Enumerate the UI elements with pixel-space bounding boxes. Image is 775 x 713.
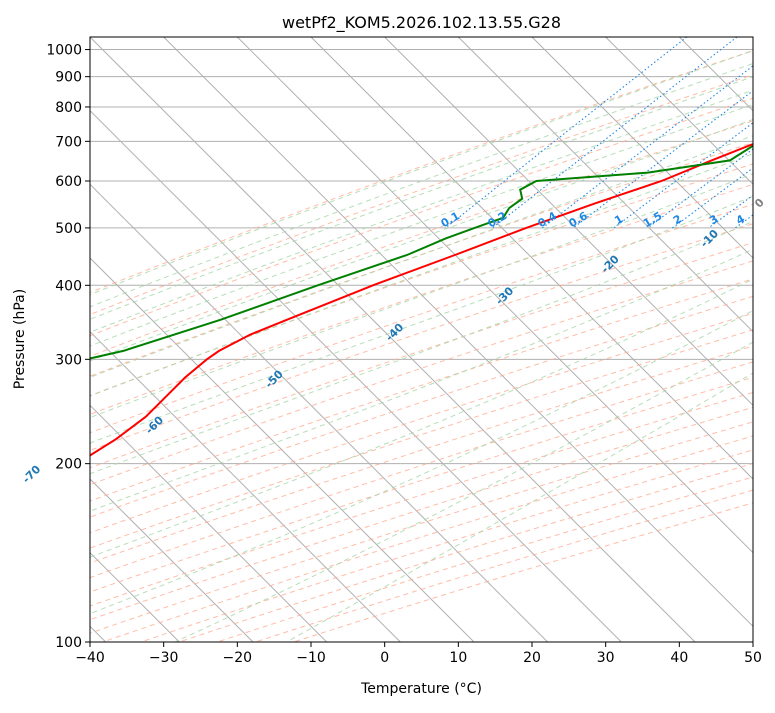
x-tick-label: 10 — [449, 650, 467, 666]
x-tick-label: −10 — [296, 650, 326, 666]
x-tick-label: −20 — [223, 650, 253, 666]
y-tick-label: 800 — [55, 100, 82, 116]
x-tick-label: 30 — [597, 650, 615, 666]
y-tick-label: 500 — [55, 221, 82, 237]
chart-title: wetPf2_KOM5.2026.102.13.55.G28 — [282, 13, 561, 33]
y-tick-label: 400 — [55, 278, 82, 294]
x-tick-label: 40 — [670, 650, 688, 666]
x-tick-label: −30 — [149, 650, 179, 666]
y-tick-label: 900 — [55, 70, 82, 86]
y-tick-label: 200 — [55, 457, 82, 473]
x-axis-title: Temperature (°C) — [360, 681, 482, 697]
y-tick-label: 100 — [55, 635, 82, 651]
x-tick-label: 50 — [744, 650, 762, 666]
y-tick-label: 700 — [55, 134, 82, 150]
y-tick-label: 300 — [55, 352, 82, 368]
x-tick-label: 20 — [523, 650, 541, 666]
y-tick-label: 1000 — [46, 43, 82, 59]
y-tick-label: 600 — [55, 174, 82, 190]
x-tick-label: 0 — [380, 650, 389, 666]
x-tick-label: −40 — [75, 650, 105, 666]
y-axis-title: Pressure (hPa) — [12, 289, 28, 389]
